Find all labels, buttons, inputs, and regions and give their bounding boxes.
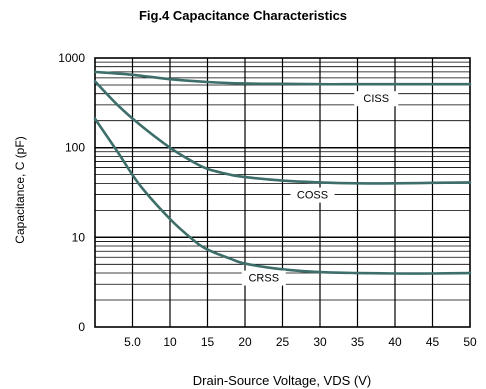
series-line-crss bbox=[93, 117, 472, 275]
y-tick-label: 1000 bbox=[58, 51, 85, 65]
series-label-ciss: CISS bbox=[363, 93, 389, 105]
x-tick-label: 35 bbox=[351, 335, 365, 349]
series-line-ciss bbox=[93, 70, 472, 86]
series-label-crss: CRSS bbox=[248, 273, 279, 285]
x-tick-label: 30 bbox=[313, 335, 327, 349]
y-tick-label: 0 bbox=[78, 320, 85, 334]
x-tick-label: 10 bbox=[163, 335, 177, 349]
series-label-bg bbox=[290, 187, 335, 203]
x-tick-label: 20 bbox=[238, 335, 252, 349]
x-tick-label: 5.0 bbox=[124, 335, 141, 349]
y-tick-label: 100 bbox=[65, 141, 85, 155]
x-tick-label: 45 bbox=[426, 335, 440, 349]
series-label-bg bbox=[241, 270, 286, 286]
x-tick-label: 15 bbox=[201, 335, 215, 349]
x-axis-label: Drain-Source Voltage, VDS (V) bbox=[192, 373, 372, 388]
y-tick-label: 10 bbox=[72, 230, 86, 244]
series-label-bg bbox=[354, 91, 399, 107]
x-tick-label: 25 bbox=[276, 335, 290, 349]
x-tick-label: 40 bbox=[388, 335, 402, 349]
series-line-coss bbox=[93, 79, 472, 185]
plot-frame bbox=[94, 57, 471, 328]
chart-title: Fig.4 Capacitance Characteristics bbox=[138, 8, 348, 23]
series-label-coss: COSS bbox=[297, 190, 328, 202]
x-tick-label: 50 bbox=[463, 335, 477, 349]
